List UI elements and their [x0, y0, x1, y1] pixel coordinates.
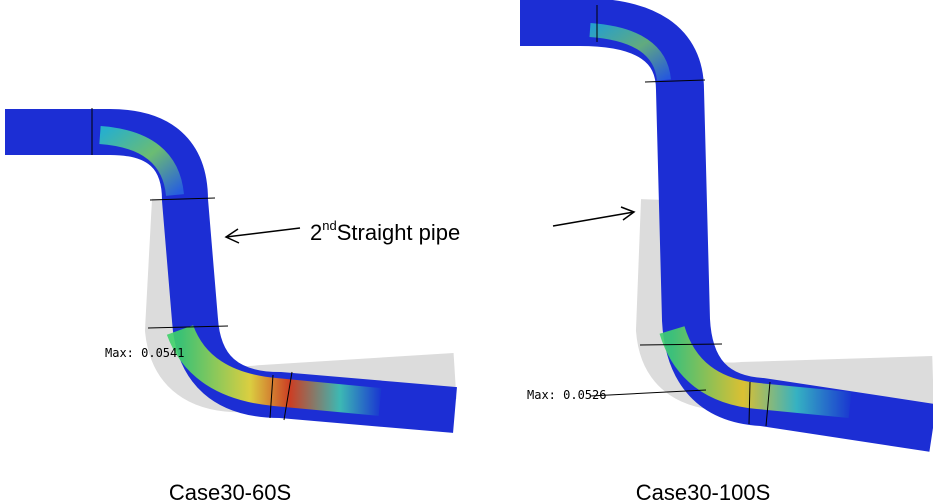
max-label: Max: 0.0526 — [527, 388, 606, 402]
pipe-left — [5, 108, 455, 420]
annotation: 2ndStraight pipe — [310, 218, 460, 245]
annotation-ordinal: 2 — [310, 220, 322, 245]
pipe-right — [520, 5, 933, 428]
annotation-superscript: nd — [322, 218, 336, 233]
caption: Case30-60S — [169, 480, 291, 504]
caption: Case30-100S — [636, 480, 771, 504]
figure: Max: 0.0541 Max: 0.0526 2ndStraight pipe… — [0, 0, 933, 504]
annotation-text: Straight pipe — [337, 220, 461, 245]
max-label: Max: 0.0541 — [105, 346, 184, 360]
